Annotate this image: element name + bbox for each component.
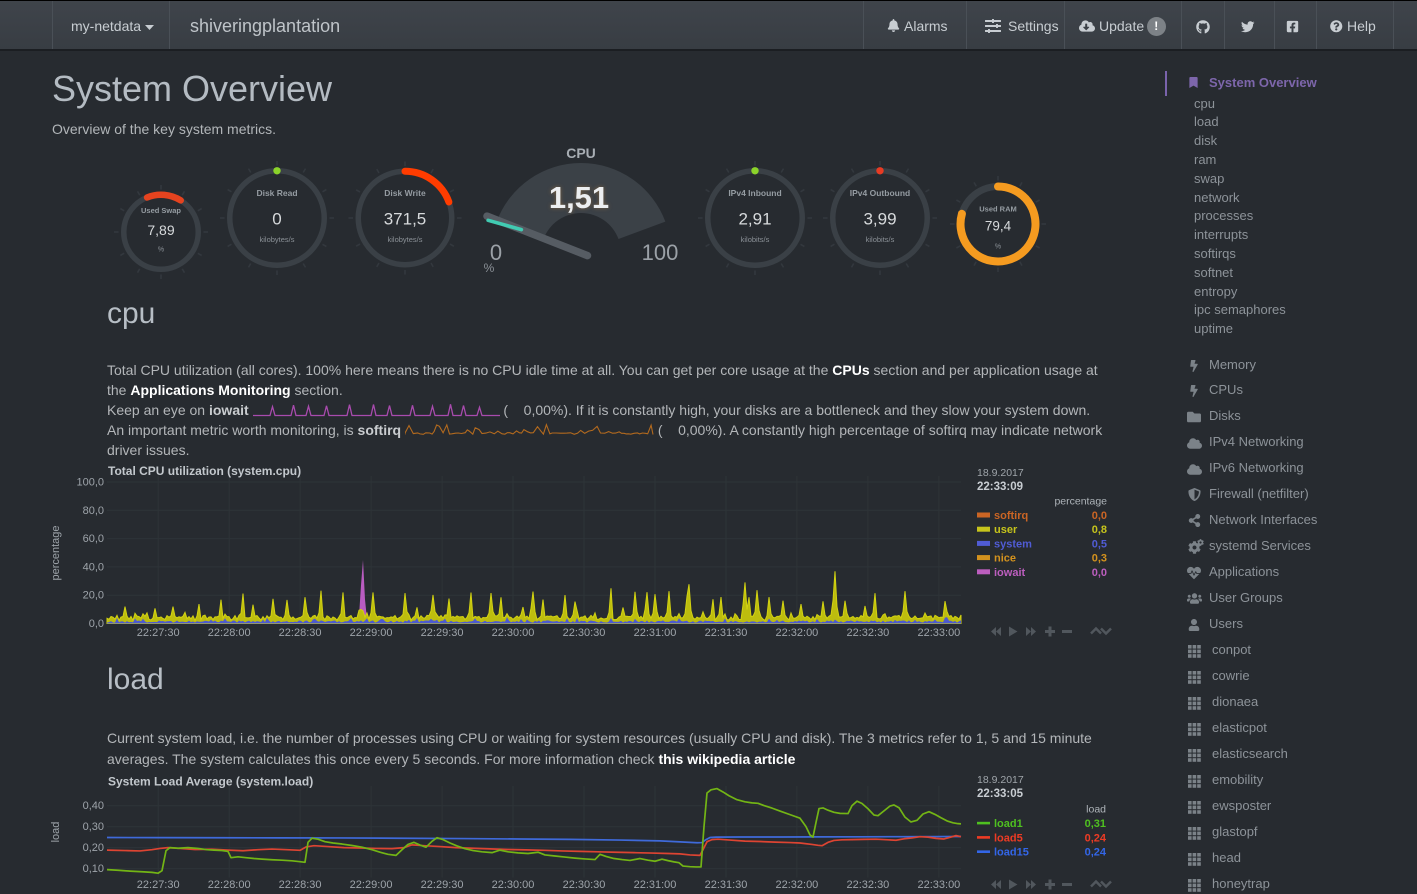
svg-text:nice: nice bbox=[994, 553, 1016, 565]
svg-text:22:29:30: 22:29:30 bbox=[421, 627, 464, 639]
svg-text:Used Swap: Used Swap bbox=[141, 206, 181, 215]
svg-text:22:31:00: 22:31:00 bbox=[634, 627, 677, 639]
svg-text:22:27:30: 22:27:30 bbox=[137, 879, 180, 891]
svg-text:kilobytes/s: kilobytes/s bbox=[387, 235, 422, 244]
svg-text:22:32:30: 22:32:30 bbox=[846, 879, 889, 891]
svg-text:Total CPU utilization (system.: Total CPU utilization (system.cpu) bbox=[108, 464, 301, 478]
svg-text:22:32:00: 22:32:00 bbox=[775, 627, 818, 639]
svg-text:22:30:30: 22:30:30 bbox=[563, 627, 606, 639]
svg-text:0,24: 0,24 bbox=[1085, 832, 1107, 844]
svg-text:22:32:30: 22:32:30 bbox=[846, 627, 889, 639]
svg-text:kilobytes/s: kilobytes/s bbox=[259, 235, 294, 244]
svg-text:System Load Average (system.lo: System Load Average (system.load) bbox=[108, 774, 313, 788]
svg-text:22:31:30: 22:31:30 bbox=[705, 627, 748, 639]
svg-text:2,91: 2,91 bbox=[738, 209, 771, 228]
svg-text:22:28:30: 22:28:30 bbox=[279, 627, 322, 639]
svg-text:IPv4 Outbound: IPv4 Outbound bbox=[850, 188, 910, 198]
svg-text:22:29:30: 22:29:30 bbox=[421, 879, 464, 891]
svg-text:22:33:00: 22:33:00 bbox=[917, 879, 960, 891]
svg-text:0: 0 bbox=[489, 240, 501, 265]
svg-text:22:27:30: 22:27:30 bbox=[137, 627, 180, 639]
svg-text:7,89: 7,89 bbox=[147, 222, 174, 238]
svg-text:22:33:00: 22:33:00 bbox=[917, 627, 960, 639]
svg-text:371,5: 371,5 bbox=[384, 209, 427, 228]
svg-text:iowait: iowait bbox=[994, 567, 1026, 579]
svg-text:0,10: 0,10 bbox=[83, 863, 104, 875]
svg-text:40,0: 40,0 bbox=[83, 561, 104, 573]
svg-text:22:30:00: 22:30:00 bbox=[492, 879, 535, 891]
svg-text:20,0: 20,0 bbox=[83, 590, 104, 602]
svg-text:load: load bbox=[50, 822, 62, 843]
svg-text:kilobits/s: kilobits/s bbox=[741, 235, 770, 244]
svg-text:80,0: 80,0 bbox=[83, 505, 104, 517]
svg-text:0,31: 0,31 bbox=[1085, 818, 1106, 830]
svg-text:0,0: 0,0 bbox=[1092, 567, 1107, 579]
svg-text:22:30:00: 22:30:00 bbox=[492, 627, 535, 639]
svg-text:percentage: percentage bbox=[50, 525, 62, 580]
svg-text:22:28:00: 22:28:00 bbox=[208, 627, 251, 639]
svg-text:22:33:09: 22:33:09 bbox=[977, 481, 1023, 493]
svg-text:22:28:30: 22:28:30 bbox=[279, 879, 322, 891]
svg-text:22:29:00: 22:29:00 bbox=[350, 627, 393, 639]
svg-text:Disk Read: Disk Read bbox=[256, 188, 297, 198]
svg-text:percentage: percentage bbox=[1054, 496, 1107, 508]
svg-text:79,4: 79,4 bbox=[985, 219, 1012, 234]
svg-text:CPU: CPU bbox=[566, 145, 596, 161]
svg-text:18.9.2017: 18.9.2017 bbox=[977, 467, 1024, 479]
svg-text:22:29:00: 22:29:00 bbox=[350, 879, 393, 891]
svg-text:100,0: 100,0 bbox=[76, 477, 104, 489]
svg-text:%: % bbox=[158, 247, 164, 254]
svg-text:22:30:30: 22:30:30 bbox=[563, 879, 606, 891]
svg-text:Used RAM: Used RAM bbox=[979, 205, 1017, 214]
svg-text:load5: load5 bbox=[994, 832, 1023, 844]
svg-text:0,5: 0,5 bbox=[1092, 538, 1107, 550]
svg-text:0: 0 bbox=[272, 209, 281, 228]
svg-text:load: load bbox=[1086, 804, 1106, 816]
svg-text:22:32:00: 22:32:00 bbox=[775, 879, 818, 891]
svg-text:system: system bbox=[994, 538, 1032, 550]
svg-text:60,0: 60,0 bbox=[83, 533, 104, 545]
svg-text:user: user bbox=[994, 524, 1018, 536]
svg-text:kilobits/s: kilobits/s bbox=[866, 235, 895, 244]
svg-text:%: % bbox=[483, 261, 494, 275]
svg-text:%: % bbox=[995, 244, 1001, 251]
svg-text:3,99: 3,99 bbox=[863, 209, 896, 228]
svg-text:load1: load1 bbox=[994, 818, 1023, 830]
svg-text:load15: load15 bbox=[994, 847, 1029, 859]
svg-text:0,8: 0,8 bbox=[1092, 524, 1107, 536]
svg-text:18.9.2017: 18.9.2017 bbox=[977, 774, 1024, 786]
svg-text:0,0: 0,0 bbox=[1092, 510, 1107, 522]
svg-text:0,0: 0,0 bbox=[89, 618, 104, 630]
svg-text:1,51: 1,51 bbox=[548, 180, 608, 215]
svg-text:0,3: 0,3 bbox=[1092, 553, 1107, 565]
svg-text:IPv4 Inbound: IPv4 Inbound bbox=[728, 188, 781, 198]
svg-text:softirq: softirq bbox=[994, 510, 1028, 522]
svg-text:0,20: 0,20 bbox=[83, 842, 104, 854]
svg-text:100: 100 bbox=[641, 240, 678, 265]
svg-text:22:33:05: 22:33:05 bbox=[977, 788, 1024, 800]
svg-text:0,40: 0,40 bbox=[83, 800, 104, 812]
svg-text:0,24: 0,24 bbox=[1085, 847, 1107, 859]
svg-text:0,30: 0,30 bbox=[83, 821, 104, 833]
svg-text:22:28:00: 22:28:00 bbox=[208, 879, 251, 891]
svg-text:Disk Write: Disk Write bbox=[384, 188, 426, 198]
svg-text:22:31:00: 22:31:00 bbox=[634, 879, 677, 891]
svg-text:22:31:30: 22:31:30 bbox=[705, 879, 748, 891]
